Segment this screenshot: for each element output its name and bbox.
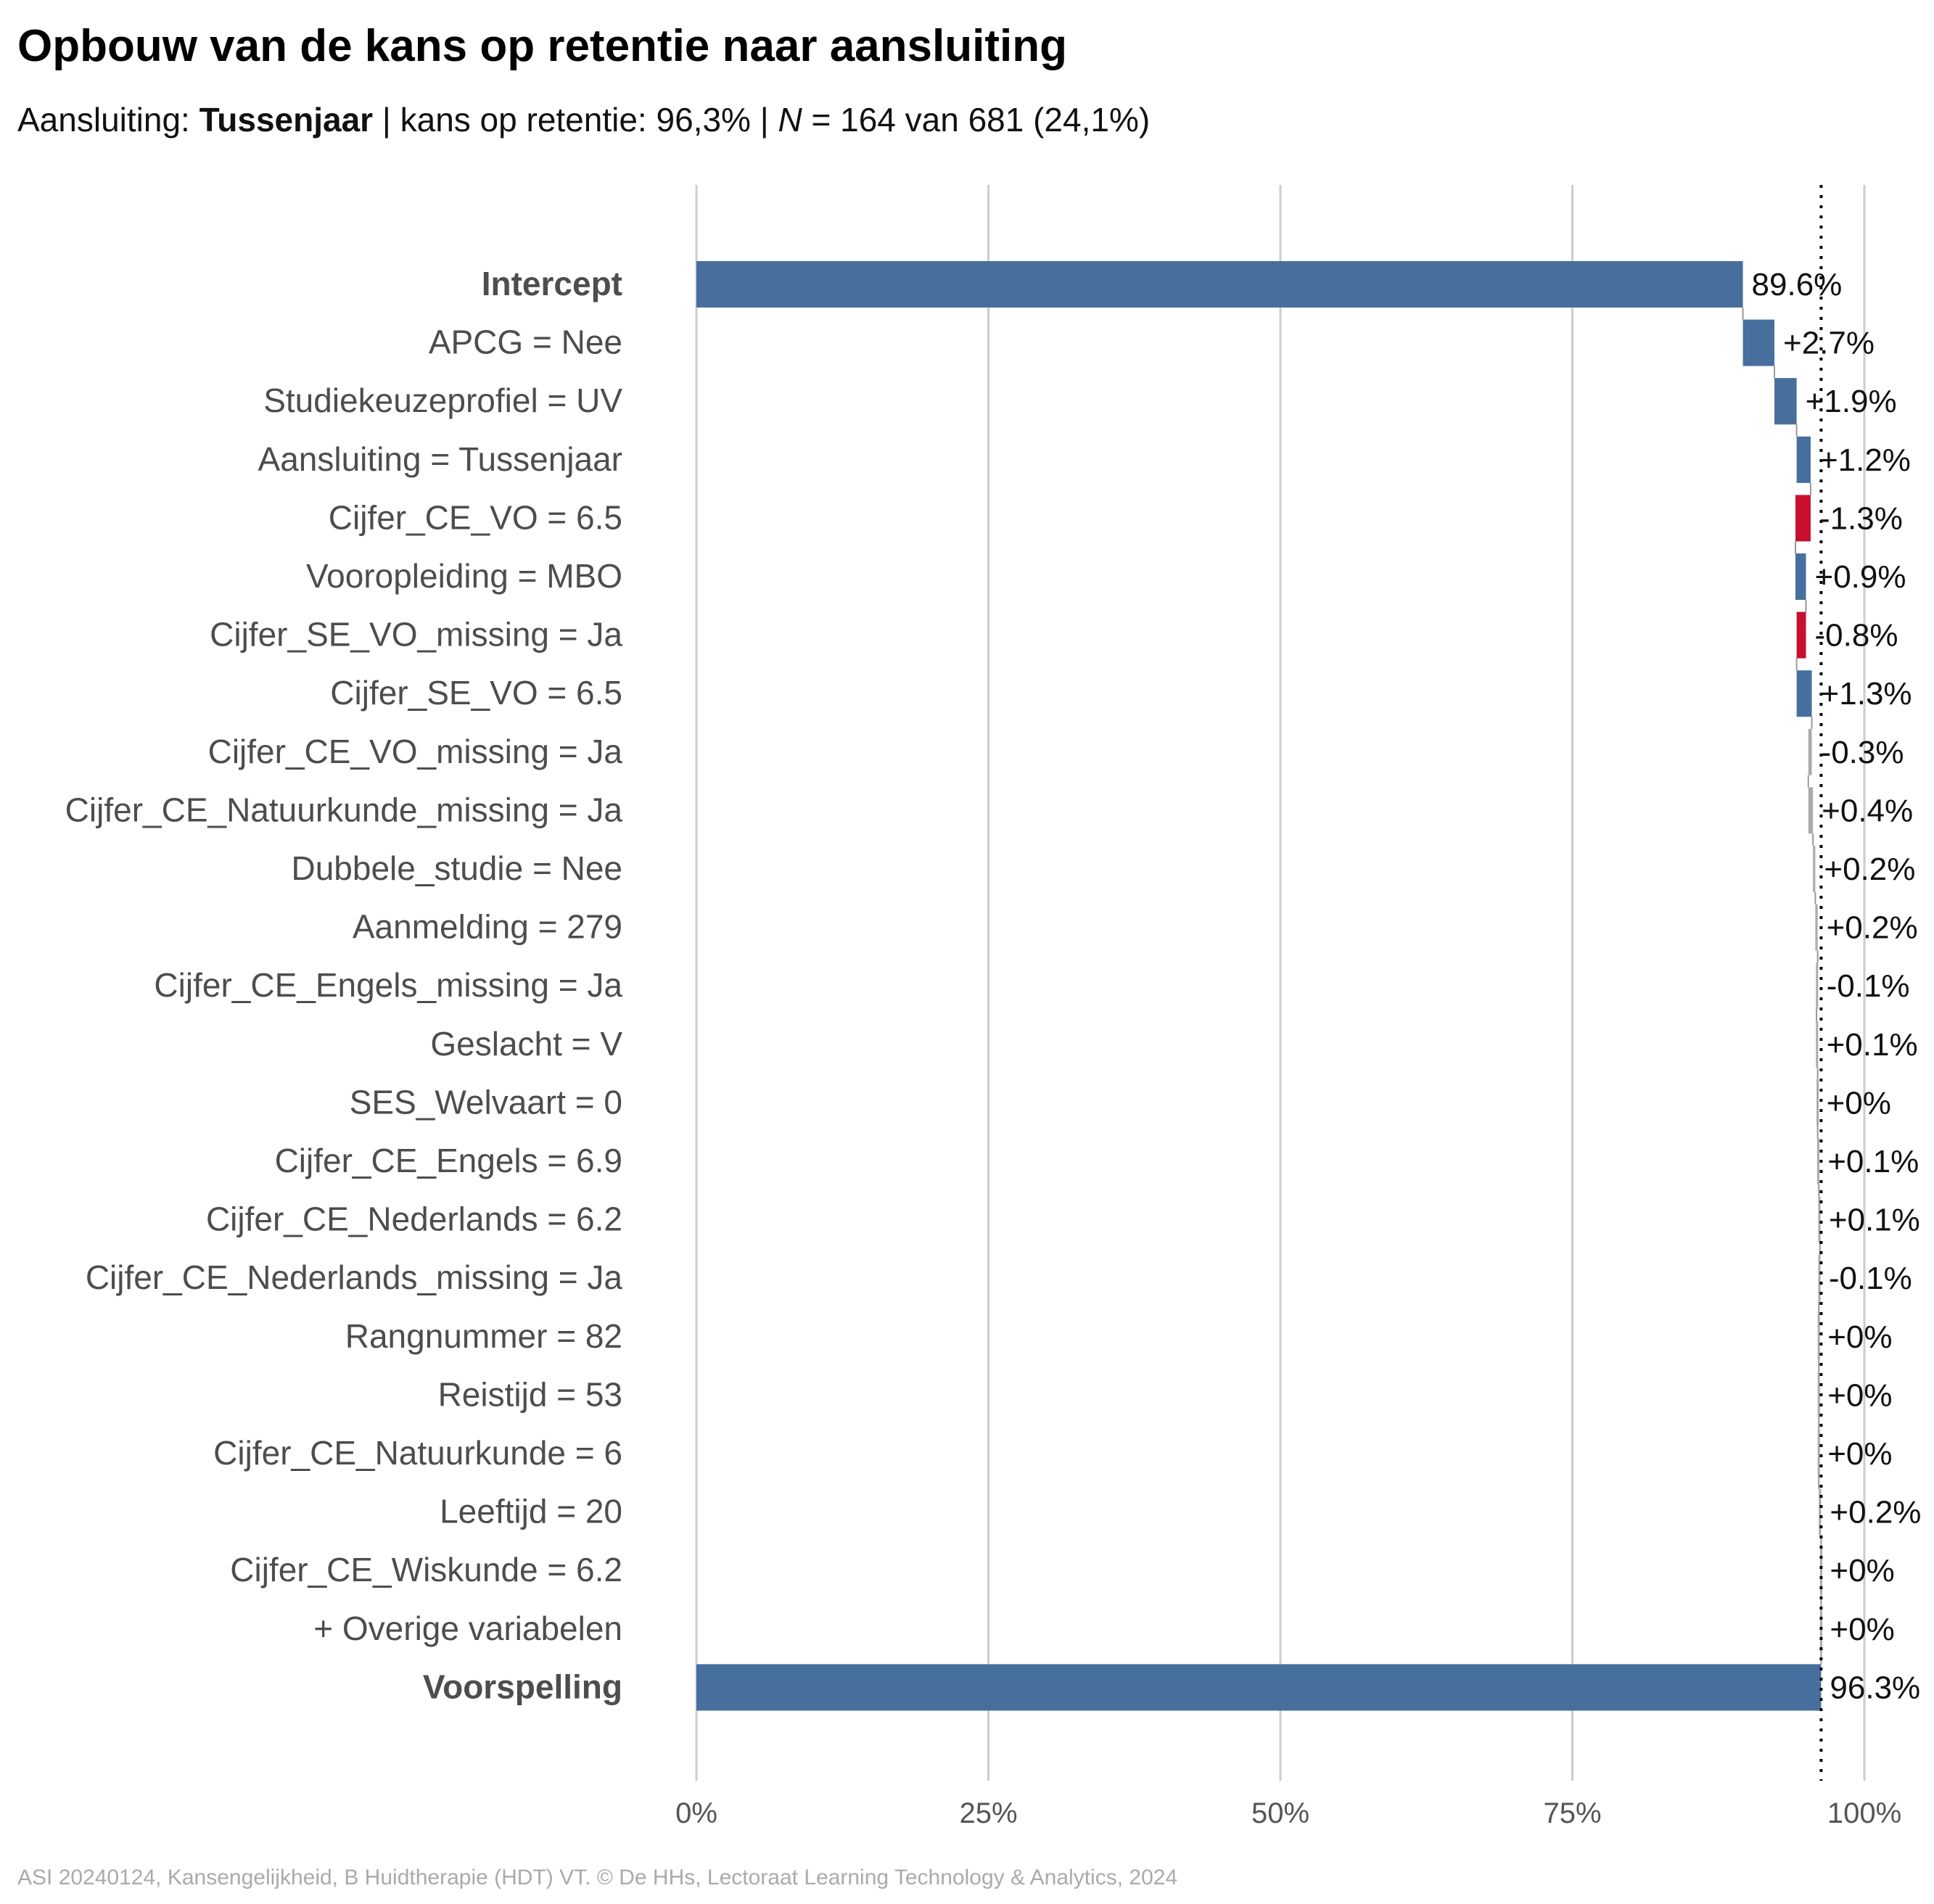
bar [1742,319,1775,366]
category-label: + Overige variabelen [313,1610,622,1647]
bars [696,261,1822,1711]
subtitle-kans: kans op retentie: 96,3% [400,101,751,139]
category-label: Reistijd = 53 [438,1375,622,1413]
bar [1817,1313,1820,1360]
bar [1795,495,1811,542]
connectors [1742,308,1822,1665]
bar [1818,1255,1821,1302]
value-label: +0% [1827,1319,1892,1355]
bar [696,261,1743,308]
category-label: Cijfer_CE_Natuurkunde_missing = Ja [65,791,623,828]
bar [1816,1138,1819,1184]
bar [1819,1547,1822,1594]
value-label: -0.1% [1827,968,1910,1004]
category-labels: Intercept APCG = Nee Studiekeuzeprofiel = … [65,265,623,1705]
subtitle-separator-1: | [382,101,391,139]
category-label: Cijfer_SE_VO = 6.5 [330,674,622,712]
value-label: +0% [1830,1553,1894,1588]
x-tick-label: 100% [1827,1797,1901,1829]
value-label: +1.2% [1819,442,1911,478]
bar [1796,436,1811,483]
value-label: +0.2% [1830,1495,1921,1530]
x-tick-label: 25% [959,1797,1017,1829]
value-label: +0% [1827,1436,1892,1472]
x-tick-label: 50% [1251,1797,1309,1829]
subtitle-group: Tussenjaar [199,101,374,139]
bar [696,1664,1822,1711]
value-label: +0.2% [1827,910,1918,946]
x-tick-label: 0% [675,1797,717,1829]
category-label: Cijfer_CE_VO = 6.5 [329,498,622,536]
bar [1819,1488,1822,1536]
subtitle-separator-2: | [760,101,769,139]
bar [1817,1430,1820,1477]
value-label: +0% [1830,1612,1894,1647]
category-label: Aansluiting = Tussenjaar [258,440,622,478]
bar [1818,1196,1821,1243]
value-label: +1.9% [1806,384,1897,419]
chart-subtitle: Aansluiting: Tussenjaar | kans op retent… [17,100,1150,139]
value-label: +2.7% [1783,326,1875,361]
category-label: Cijfer_SE_VO_missing = Ja [210,616,622,654]
value-label: +0.1% [1827,1144,1919,1179]
bar [1796,670,1812,717]
value-label: 89.6% [1752,267,1843,302]
category-label: Studiekeuzeprofiel = UV [263,382,622,419]
value-label: -0.1% [1829,1261,1912,1296]
category-label: Voorspelling [423,1668,622,1705]
bar [1774,378,1797,425]
category-label: Vooropleiding = MBO [306,557,622,595]
bar [1816,1079,1819,1126]
grid-lines [695,185,1866,1781]
category-label: Cijfer_CE_VO_missing = Ja [208,733,623,770]
value-label: +0.9% [1815,559,1906,595]
subtitle-n-symbol: N [778,101,802,139]
value-label: +0.4% [1822,793,1913,828]
category-label: SES_Welvaart = 0 [350,1083,622,1121]
value-label: -0.3% [1821,735,1904,770]
category-label: Cijfer_CE_Wiskunde = 6.2 [230,1551,622,1588]
category-label: APCG = Nee [429,323,622,361]
category-label: Intercept [482,265,622,302]
bar [1815,904,1818,951]
value-label: -0.8% [1815,618,1898,654]
category-label: Geslacht = V [430,1025,622,1063]
subtitle-n-text: = 164 van 681 (24,1%) [811,101,1151,139]
category-label: Rangnummer = 82 [345,1317,622,1355]
category-label: Cijfer_CE_Engels_missing = Ja [154,966,622,1004]
bar [1808,728,1812,775]
bar [1808,787,1814,834]
value-label: +0.1% [1829,1203,1920,1238]
bar [1813,846,1816,892]
value-label: +0.1% [1827,1027,1918,1063]
x-tick-label: 75% [1543,1797,1601,1829]
value-label: -1.3% [1819,500,1903,536]
value-label: +0% [1827,1085,1891,1121]
category-label: Cijfer_CE_Nederlands_missing = Ja [86,1258,623,1296]
category-label: Leeftijd = 20 [440,1493,622,1530]
category-label: Cijfer_CE_Natuurkunde = 6 [213,1434,622,1472]
value-label: +0% [1827,1377,1892,1413]
bar [1795,553,1806,600]
bar [1817,1372,1820,1419]
bar [1796,611,1806,659]
bar [1816,1021,1819,1068]
chart-caption: ASI 20240124, Kansengelijkheid, B Huidth… [17,1866,1178,1889]
bar [1816,963,1819,1010]
chart-title: Opbouw van de kans op retentie naar aans… [17,21,1067,71]
value-label: 96.3% [1830,1670,1920,1705]
value-label: +1.3% [1821,676,1912,712]
subtitle-label: Aansluiting: [17,101,190,139]
category-label: Aanmelding = 279 [353,908,622,946]
value-label: +0.2% [1824,852,1915,887]
category-label: Cijfer_CE_Nederlands = 6.2 [206,1200,622,1238]
x-axis-ticks: 0% 25% 50% 75% 100% [675,1797,1901,1829]
category-label: Cijfer_CE_Engels = 6.9 [275,1142,622,1179]
value-labels: 89.6% +2.7% +1.9% +1.2% -1.3% +0.9% -0.8% +1.3%… [1752,267,1922,1705]
category-label: Dubbele_studie = Nee [292,849,623,887]
